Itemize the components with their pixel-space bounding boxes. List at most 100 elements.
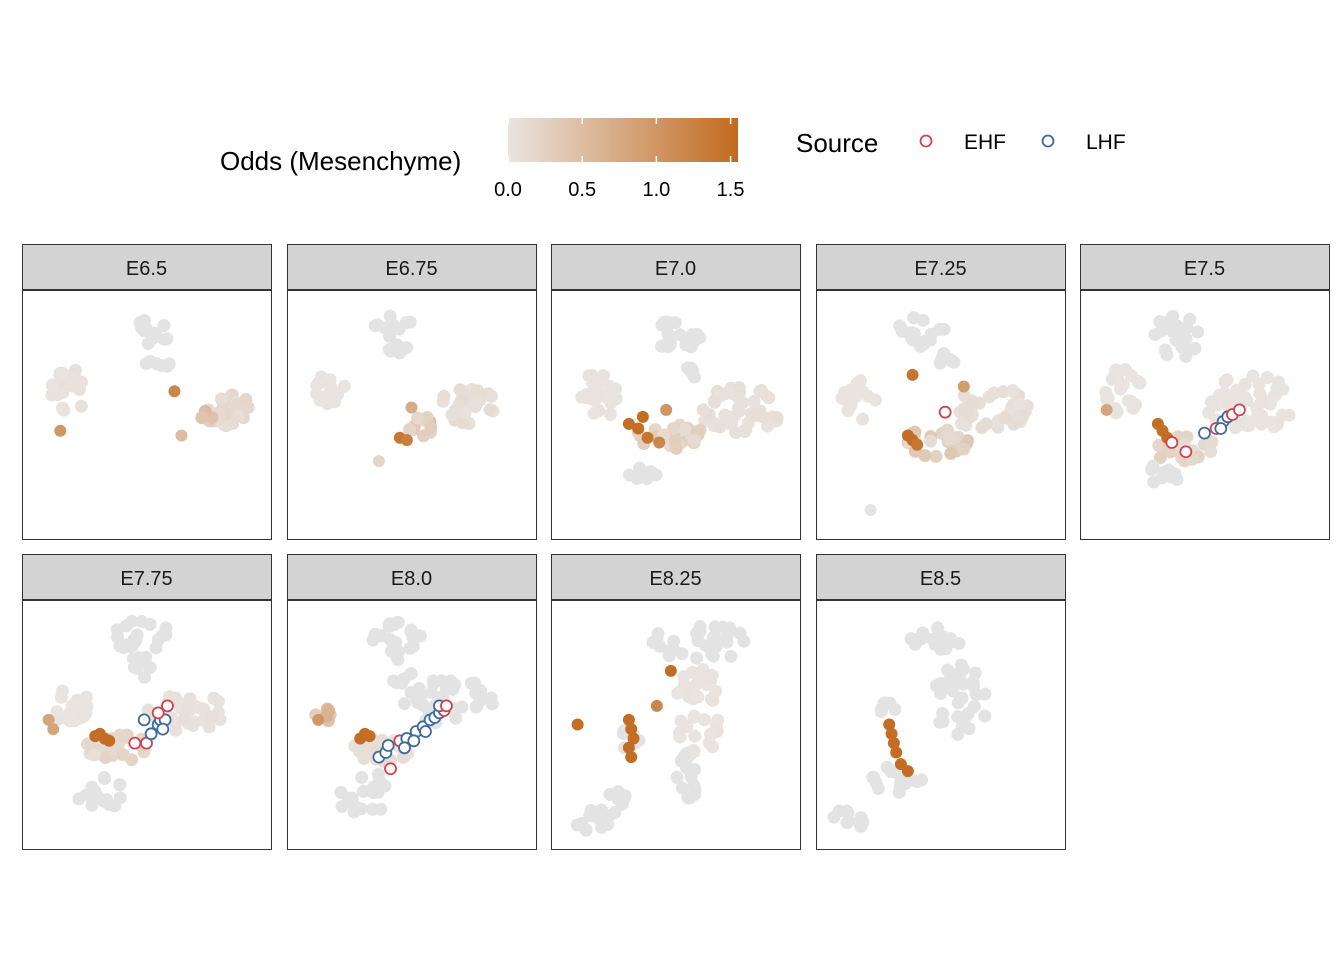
cell-point [341,791,355,805]
cell-point-high-odds [864,504,877,517]
source-point-lhf [398,741,411,755]
cell-point [998,411,1012,425]
cell-point [691,690,705,704]
source-point-lhf [144,727,158,741]
cell-point [978,709,992,723]
cell-point [661,315,675,329]
cell-point-high-odds [885,727,898,740]
cell-point [732,404,746,418]
cell-point [842,814,856,828]
cell-point [651,627,665,641]
cell-point [693,667,707,681]
cell-point [697,713,711,727]
cell-point [592,387,606,401]
cell-point-high-odds [175,429,188,442]
cell-point [355,770,369,784]
cell-point [483,403,497,417]
legend-key-lhf [1041,134,1055,148]
legend-label-ehf: EHF [964,131,1006,154]
panel-E7.5: E7.5 [1080,244,1330,540]
source-point-ehf [1165,436,1179,449]
cell-point [687,709,701,723]
cell-point [437,389,451,403]
cell-point [1160,348,1174,362]
cell-point-high-odds [312,713,325,726]
cell-point [119,619,133,633]
cell-point [844,398,858,412]
cell-point-high-odds [911,438,924,451]
cell-point [1099,385,1113,399]
cell-point [1165,324,1179,338]
cell-point [195,411,209,425]
source-point-ehf [161,699,174,713]
cell-point [684,361,698,375]
cell-point-high-odds [625,723,638,736]
cell-point-high-odds [400,434,413,447]
cell-point [958,402,972,416]
panel-E6.75: E6.75 [287,244,537,540]
cell-point-high-odds [103,734,116,747]
cell-point-high-odds [957,380,970,393]
cell-point [633,461,647,475]
cell-point [160,332,174,346]
cell-point [97,770,111,784]
cell-point [871,782,885,796]
cell-point [649,468,663,482]
cell-point [937,681,951,695]
source-point-lhf [407,734,421,748]
cell-point [693,624,707,638]
cell-point [979,417,993,431]
cell-point [666,421,680,435]
cell-point [1153,451,1167,465]
cell-point [968,666,982,680]
cell-point [957,442,971,456]
cell-point [130,661,144,675]
cell-point [1260,370,1274,384]
panel-strip [551,244,801,290]
cell-point [1254,396,1268,410]
cell-point [653,639,667,653]
cell-point [396,750,410,764]
cell-point [696,403,710,417]
source-point-lhf [137,713,151,727]
cell-point-high-odds [901,765,914,778]
panel-strip-label: E6.75 [385,258,437,280]
cell-point [706,693,720,707]
cell-point [699,639,713,653]
cell-point [1204,395,1218,409]
panel-E6.5: E6.5 [22,244,272,540]
cell-point [884,765,898,779]
cell-point [1133,376,1147,390]
facet-panels: E6.5 E6.75 E7.0 E7.25 E7.5 E7.75 E8.0 E8.25 E8.5 [22,244,1330,850]
cell-point [982,390,996,404]
cell-point [74,399,88,413]
cell-point-high-odds [47,723,60,736]
panel-strip-label: E8.0 [391,568,432,590]
cell-point [1124,394,1138,408]
cell-point [133,316,147,330]
cell-point [678,422,692,436]
cell-point [55,684,69,698]
cell-point [1148,328,1162,342]
cell-point [952,637,966,651]
cell-point [464,676,478,690]
cell-point [359,746,373,760]
cell-point [387,640,401,654]
cell-point [1218,386,1232,400]
cell-point [1188,341,1202,355]
cell-point [724,649,738,663]
cell-point [673,328,687,342]
cell-point [957,389,971,403]
cell-point [241,401,255,415]
panel-strip [1080,244,1330,290]
cell-point [143,660,157,674]
cell-point [670,770,684,784]
cell-point [737,634,751,648]
cell-point [738,425,752,439]
cell-point [908,774,922,788]
color-tick-label: 0.5 [568,179,596,201]
cell-point [733,385,747,399]
panel-strip-label: E6.5 [126,258,167,280]
cell-point [113,778,127,792]
cell-point [449,711,463,725]
